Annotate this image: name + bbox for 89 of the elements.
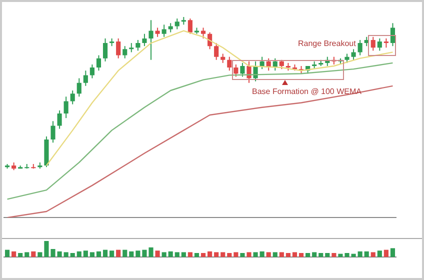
bar bbox=[110, 250, 114, 257]
candlestick bbox=[168, 22, 173, 33]
bar bbox=[306, 253, 310, 257]
annotation: Base Formation @ 100 WEMA bbox=[252, 87, 362, 96]
candlestick bbox=[64, 96, 68, 119]
candlestick bbox=[234, 64, 238, 78]
candlestick bbox=[162, 24, 166, 38]
candlestick bbox=[136, 39, 140, 52]
bar bbox=[83, 250, 88, 257]
bar bbox=[390, 248, 396, 257]
candlestick bbox=[370, 36, 376, 52]
bar bbox=[181, 252, 186, 257]
candlestick bbox=[90, 64, 94, 79]
candlestick bbox=[57, 110, 62, 130]
bar bbox=[279, 252, 284, 257]
candlestick bbox=[96, 54, 102, 72]
bar bbox=[155, 250, 160, 257]
annotation: Range Breakout bbox=[298, 39, 356, 48]
candlestick bbox=[70, 90, 75, 105]
bar bbox=[214, 252, 219, 257]
bar bbox=[246, 252, 252, 257]
bar bbox=[266, 252, 271, 257]
bar bbox=[364, 251, 369, 257]
bar bbox=[90, 252, 94, 257]
bar bbox=[116, 250, 121, 257]
bar bbox=[292, 252, 298, 257]
candlestick bbox=[220, 53, 226, 64]
candlestick bbox=[76, 78, 82, 98]
bar bbox=[194, 253, 200, 257]
bar bbox=[220, 252, 226, 257]
bar bbox=[312, 252, 317, 257]
bar bbox=[384, 250, 388, 257]
candlestick bbox=[227, 56, 232, 72]
bar bbox=[240, 253, 245, 257]
bar bbox=[370, 252, 376, 257]
bar bbox=[136, 250, 140, 257]
bar bbox=[234, 252, 238, 257]
candlestick bbox=[50, 120, 56, 144]
bar bbox=[318, 253, 324, 257]
candlestick bbox=[344, 53, 350, 64]
candlestick bbox=[188, 18, 192, 34]
bar bbox=[174, 252, 180, 257]
candlestick bbox=[122, 46, 128, 59]
candlestick bbox=[116, 38, 121, 59]
bar bbox=[4, 250, 10, 257]
bar bbox=[200, 253, 206, 257]
bar bbox=[162, 252, 166, 257]
bar bbox=[260, 251, 264, 257]
bar bbox=[377, 250, 382, 257]
bar bbox=[227, 253, 232, 257]
bar bbox=[96, 251, 102, 257]
candlestick bbox=[351, 48, 356, 60]
candlestick bbox=[240, 62, 245, 78]
candlestick bbox=[358, 39, 362, 56]
candlestick bbox=[155, 27, 160, 38]
candlestick bbox=[102, 38, 108, 62]
bar bbox=[298, 253, 304, 257]
bar bbox=[122, 250, 128, 257]
candlestick bbox=[390, 22, 396, 47]
bar bbox=[64, 252, 68, 257]
candlestick bbox=[200, 27, 206, 39]
bar bbox=[325, 253, 330, 257]
bar bbox=[12, 251, 16, 257]
candlestick bbox=[377, 38, 382, 52]
bar bbox=[38, 252, 42, 257]
bar bbox=[253, 252, 258, 257]
bar bbox=[272, 252, 278, 257]
bar bbox=[31, 251, 36, 257]
bar bbox=[70, 253, 75, 257]
bar bbox=[18, 253, 23, 257]
bar bbox=[24, 252, 30, 257]
bar bbox=[102, 250, 108, 257]
bar bbox=[188, 252, 192, 257]
bar bbox=[332, 253, 336, 257]
candlestick bbox=[129, 42, 134, 53]
bar bbox=[76, 251, 82, 257]
candlestick bbox=[148, 20, 154, 60]
bar bbox=[358, 251, 362, 257]
bar bbox=[208, 251, 212, 257]
candlestick bbox=[384, 38, 388, 48]
bar bbox=[286, 253, 290, 257]
candlestick bbox=[279, 59, 284, 70]
candlestick bbox=[260, 56, 264, 70]
candlestick bbox=[214, 42, 219, 60]
candlestick bbox=[83, 70, 88, 86]
candlestick bbox=[142, 33, 147, 47]
candlestick bbox=[174, 18, 180, 30]
bar bbox=[129, 251, 134, 257]
bar bbox=[168, 251, 173, 257]
